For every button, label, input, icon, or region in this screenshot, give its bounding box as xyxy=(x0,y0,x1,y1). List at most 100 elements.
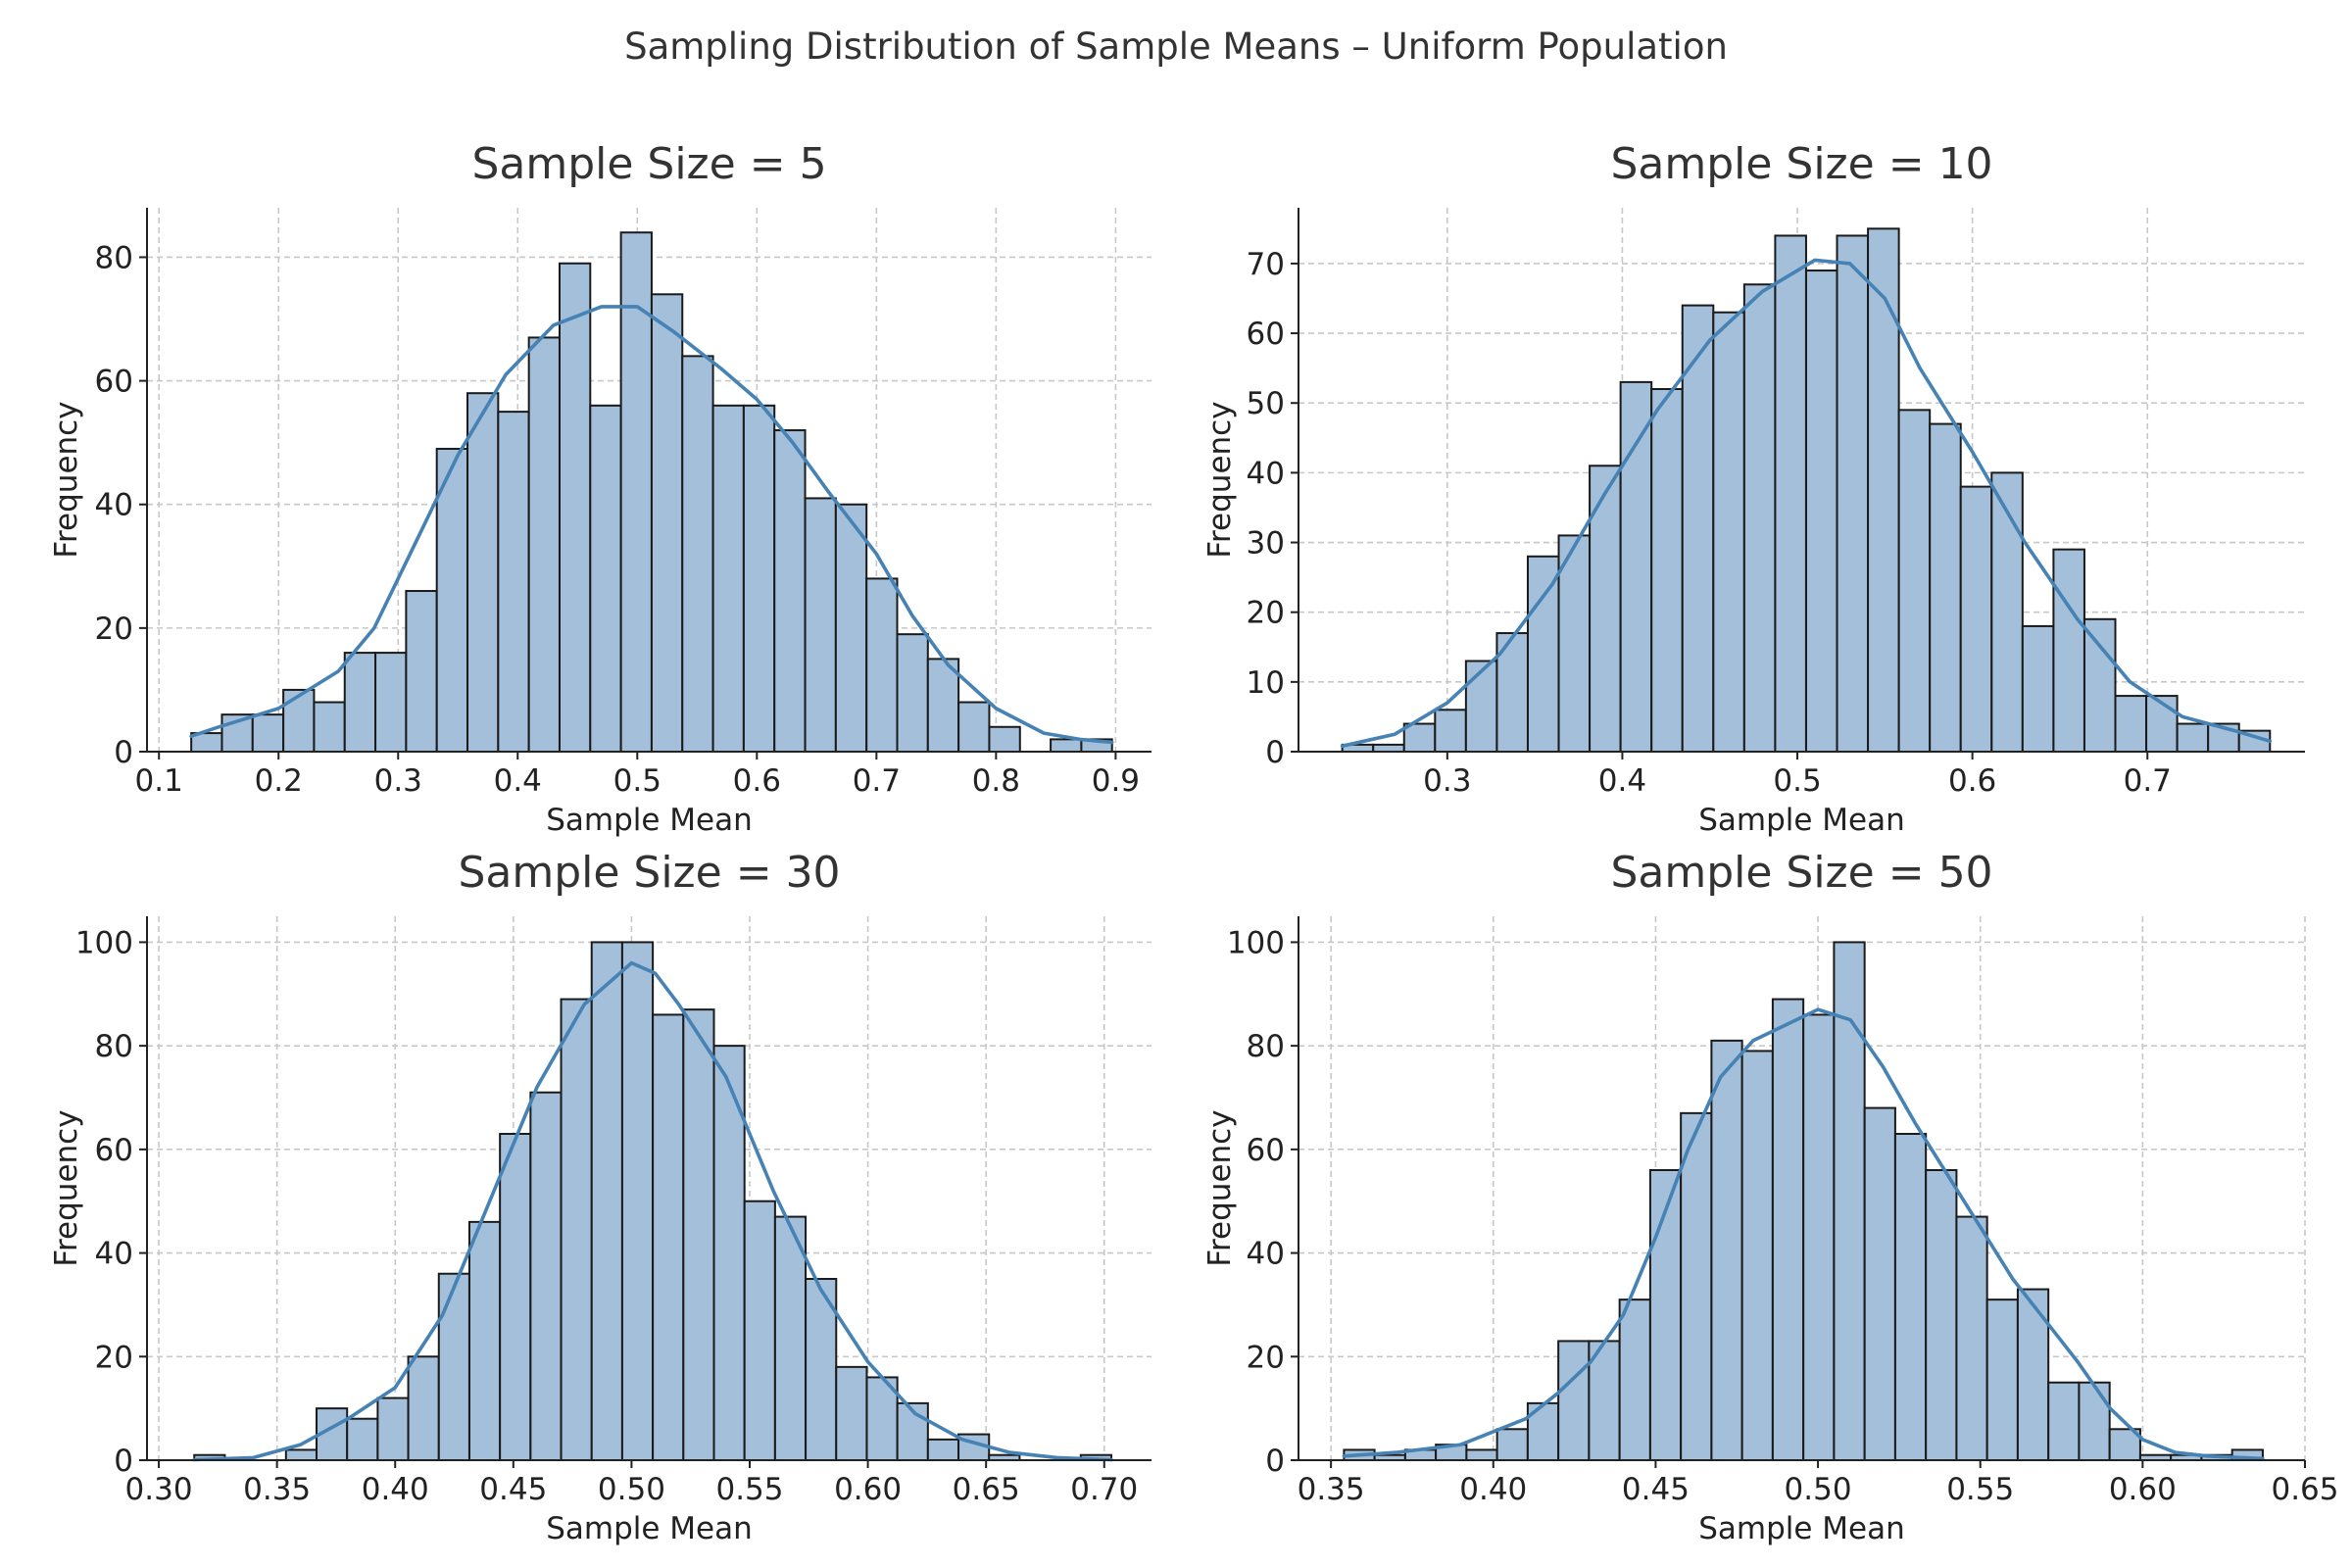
y-tick-label: 40 xyxy=(95,488,133,523)
y-tick-label: 20 xyxy=(95,1340,133,1375)
histogram-bar xyxy=(1557,534,1592,754)
kde-curve xyxy=(192,960,1113,1462)
y-tick-label: 40 xyxy=(95,1237,133,1272)
histogram-bar xyxy=(343,652,377,753)
histogram-bar xyxy=(2114,695,2148,753)
histogram-bar xyxy=(251,713,285,754)
histogram-bar xyxy=(1650,388,1684,753)
y-tick-label: 60 xyxy=(95,1133,133,1168)
histogram-bar xyxy=(1771,998,1805,1461)
histogram-bar xyxy=(1833,941,1866,1461)
x-tick-label: 0.60 xyxy=(2109,1472,2177,1507)
x-tick-label: 0.60 xyxy=(834,1472,902,1507)
histogram-bar xyxy=(374,652,408,753)
y-tick-label: 10 xyxy=(1247,665,1285,701)
x-tick-label: 0.50 xyxy=(598,1472,665,1507)
histogram-bar xyxy=(1681,304,1715,753)
x-tick-label: 0.35 xyxy=(1298,1472,1365,1507)
y-axis-label: Frequency xyxy=(1202,1109,1238,1266)
y-axis-label: Frequency xyxy=(49,1109,84,1266)
x-tick-label: 0.55 xyxy=(1946,1472,2014,1507)
histogram-bar xyxy=(711,404,745,753)
histogram-bar xyxy=(2016,1288,2050,1461)
x-tick-label: 0.7 xyxy=(853,763,901,799)
histogram-bar xyxy=(558,262,592,753)
panel-title: Sample Size = 50 xyxy=(1610,848,1992,898)
y-tick-label: 0 xyxy=(1265,735,1285,770)
histogram-bar xyxy=(1434,709,1467,753)
y-tick-label: 20 xyxy=(1247,1340,1285,1375)
histogram-bar xyxy=(376,1396,410,1461)
histogram-bar xyxy=(1372,743,1405,754)
histogram-bar xyxy=(467,1220,502,1462)
x-tick-label: 0.4 xyxy=(1598,763,1646,799)
y-tick-label: 100 xyxy=(1227,925,1285,960)
histogram-bar xyxy=(988,725,1021,753)
histogram-bar xyxy=(313,701,346,754)
histogram-bar xyxy=(1465,1448,1498,1462)
y-tick-label: 60 xyxy=(1247,1133,1285,1168)
histogram-bar xyxy=(405,590,438,753)
y-axis-label: Frequency xyxy=(49,401,84,558)
histogram-bar xyxy=(2176,722,2210,753)
x-tick-label: 0.7 xyxy=(2124,763,2172,799)
kde-curve xyxy=(189,305,1114,745)
histogram-bar xyxy=(1740,1050,1774,1462)
histogram-bar xyxy=(590,941,623,1461)
histogram-bar xyxy=(499,1133,532,1461)
y-tick-label: 60 xyxy=(1247,317,1285,352)
x-tick-label: 0.6 xyxy=(733,763,781,799)
histogram-bar xyxy=(1619,380,1653,753)
x-tick-label: 0.2 xyxy=(255,763,303,799)
histogram-bar xyxy=(834,503,868,754)
panel-3: 0.30 0.35 0.40 0.45 0.50 0.55 0.60 0.65 0.70 0 20 4… xyxy=(49,848,1152,1546)
histogram-bar xyxy=(1836,234,1870,753)
histogram-bar xyxy=(1495,1428,1529,1462)
x-tick-label: 0.70 xyxy=(1070,1472,1138,1507)
histogram-bar xyxy=(1742,283,1777,753)
x-tick-label: 0.6 xyxy=(1948,763,1996,799)
histogram-bar xyxy=(497,411,530,753)
histogram-bar xyxy=(1526,555,1560,753)
histogram-bar xyxy=(681,355,714,753)
y-axis-label: Frequency xyxy=(1202,401,1238,558)
y-tick-label: 0 xyxy=(114,1444,133,1479)
histogram-bar xyxy=(1710,1039,1743,1462)
histogram-bar xyxy=(527,336,561,753)
figure-suptitle: Sampling Distribution of Sample Means – … xyxy=(624,25,1728,68)
histogram-bar xyxy=(1897,409,1932,753)
histogram-bar xyxy=(282,688,316,754)
histogram-bar xyxy=(773,429,807,753)
y-tick-label: 20 xyxy=(95,612,133,647)
histogram-bar xyxy=(346,1417,379,1461)
x-tick-label: 0.35 xyxy=(243,1472,311,1507)
y-tick-label: 0 xyxy=(114,735,133,770)
histogram-bar xyxy=(620,941,655,1461)
histogram-bar xyxy=(1863,1106,1896,1461)
panel-title: Sample Size = 10 xyxy=(1610,139,1992,189)
histogram-bar xyxy=(742,404,776,753)
histogram-bar xyxy=(1802,1013,1836,1462)
x-tick-label: 0.5 xyxy=(613,763,662,799)
histogram-bar xyxy=(466,392,500,753)
panel-4: 0.35 0.40 0.45 0.50 0.55 0.60 0.65 0 20 40 60 80 100… xyxy=(1202,848,2339,1546)
x-tick-label: 0.45 xyxy=(479,1472,547,1507)
histogram-bar xyxy=(2082,617,2117,753)
histogram-bar xyxy=(1774,234,1807,753)
histogram-bar xyxy=(1925,1169,1958,1461)
histogram-bar xyxy=(1557,1340,1591,1462)
x-axis-label: Sample Mean xyxy=(1698,803,1905,838)
histogram-bar xyxy=(1464,660,1498,753)
histogram-bar xyxy=(1050,738,1083,753)
x-tick-label: 0.3 xyxy=(1423,763,1471,799)
x-tick-label: 0.4 xyxy=(494,763,542,799)
histogram-bar xyxy=(865,577,899,754)
panel-1: 0.1 0.2 0.3 0.4 0.5 0.6 0.7 0.8 0.9 0 20 40 60 80 Samp… xyxy=(49,139,1152,838)
histogram-bar xyxy=(1955,1215,1988,1461)
histogram-bar xyxy=(589,404,622,753)
x-tick-label: 0.65 xyxy=(2271,1472,2338,1507)
y-tick-label: 30 xyxy=(1247,526,1285,562)
x-tick-label: 0.55 xyxy=(715,1472,783,1507)
y-tick-label: 60 xyxy=(95,365,133,400)
